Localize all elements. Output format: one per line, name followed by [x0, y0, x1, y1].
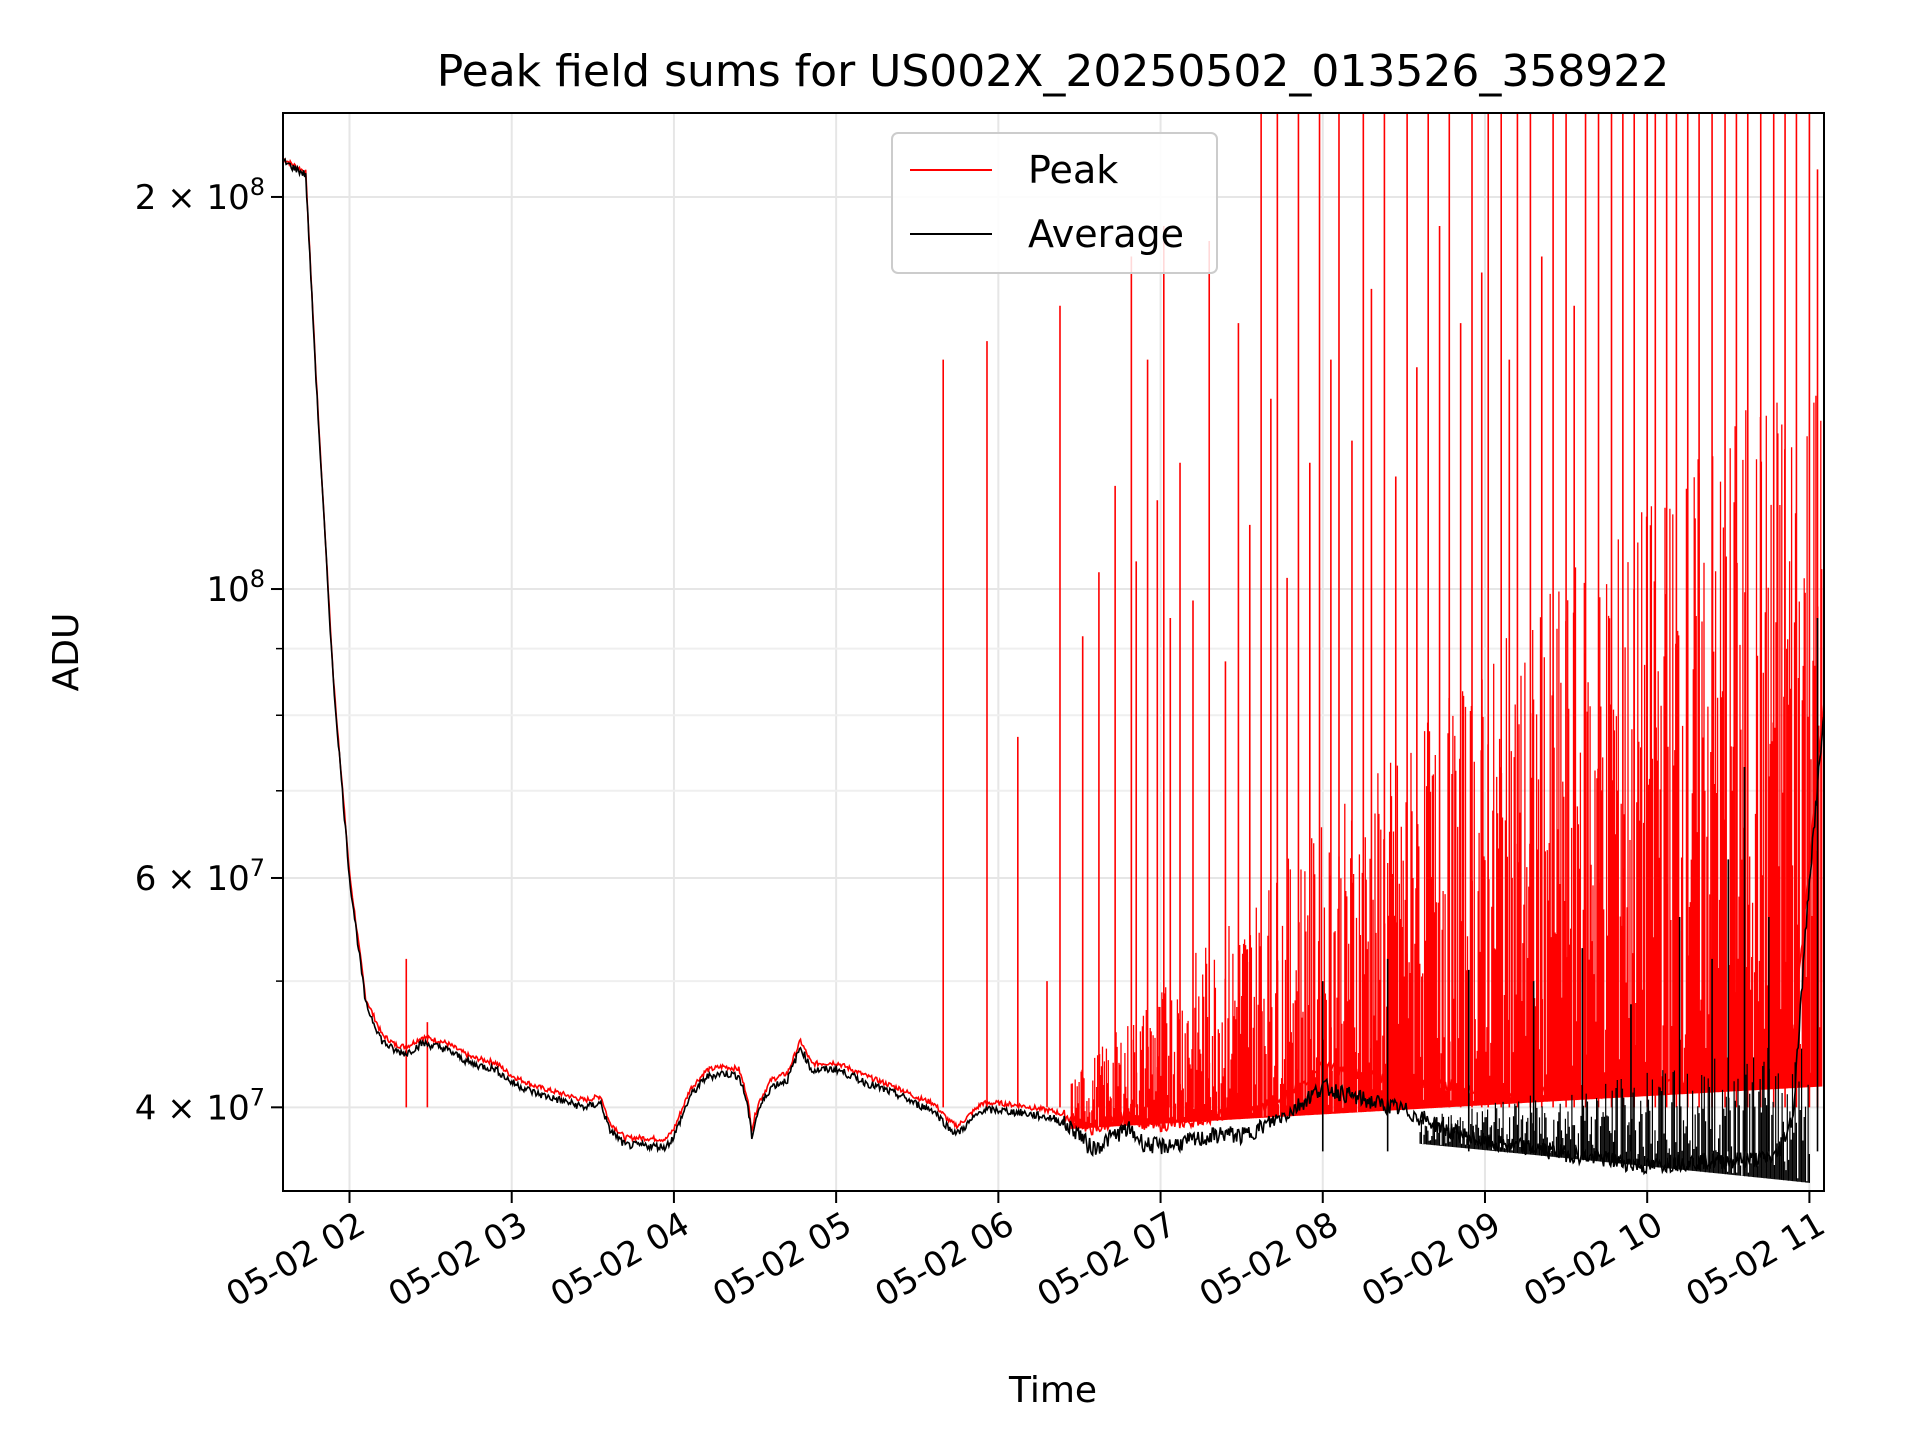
- y-tick-label: 108: [206, 565, 265, 610]
- y-tick-exponent: 7: [250, 1083, 265, 1111]
- y-tick-base: 2 × 10: [135, 178, 250, 218]
- y-tick-base: 4 × 10: [135, 1088, 250, 1128]
- y-tick-label: 6 × 107: [135, 854, 265, 899]
- legend-average-label: Average: [1028, 212, 1184, 256]
- x-axis-label: Time: [1008, 1370, 1097, 1411]
- legend: Peak Average: [891, 132, 1218, 274]
- plot-frame: [282, 112, 1825, 1192]
- legend-peak-label: Peak: [1028, 148, 1118, 192]
- series-layer: [283, 113, 1824, 1183]
- y-tick-exponent: 8: [250, 173, 265, 201]
- y-tick-label: 4 × 107: [135, 1083, 265, 1128]
- legend-box: [891, 132, 1218, 274]
- chart-title: Peak field sums for US002X_20250502_0135…: [437, 46, 1670, 97]
- y-tick-label: 2 × 108: [135, 173, 265, 218]
- y-tick-exponent: 7: [250, 854, 265, 882]
- y-tick-base: 10: [206, 570, 249, 610]
- plot-area: [283, 113, 1824, 1183]
- y-axis-label: ADU: [46, 613, 87, 692]
- y-tick-base: 6 × 10: [135, 859, 250, 899]
- y-tick-exponent: 8: [250, 565, 265, 593]
